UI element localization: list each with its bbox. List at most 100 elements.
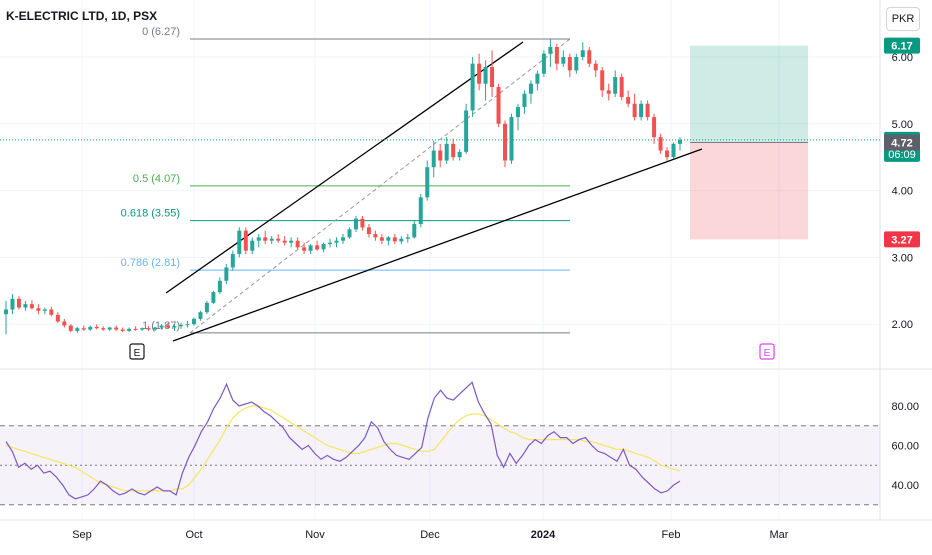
candle-body <box>347 229 352 238</box>
candle-body <box>29 304 34 309</box>
candle-body <box>334 240 339 243</box>
candle-body <box>379 237 384 241</box>
candle-body <box>665 150 670 158</box>
fib-trend-line <box>189 38 571 334</box>
earnings-marker-label: E <box>134 348 141 359</box>
x-tick-label: Oct <box>185 529 202 541</box>
candle-body <box>366 227 371 235</box>
candle-body <box>282 240 287 243</box>
candle-body <box>49 309 54 315</box>
candle-body <box>269 238 274 241</box>
earnings-marker[interactable] <box>129 343 145 360</box>
candle-body <box>276 238 281 241</box>
candle-body <box>315 245 320 250</box>
candle-body <box>587 50 592 64</box>
candle-body <box>302 247 307 251</box>
candle-body <box>412 224 417 238</box>
candle-body <box>431 150 436 168</box>
x-tick-label: 2024 <box>531 529 556 541</box>
candle-body <box>55 314 60 322</box>
candle-body <box>10 298 15 310</box>
candle-body <box>444 143 449 161</box>
candle-body <box>140 328 145 330</box>
candle-body <box>535 73 540 84</box>
price-axis-label-text: 4.72 <box>891 138 912 150</box>
upper-trendline[interactable] <box>165 41 524 294</box>
candle-body <box>101 328 106 330</box>
candle-body <box>483 67 488 84</box>
candle-body <box>224 267 229 281</box>
candle-body <box>652 117 657 138</box>
candle-body <box>133 328 138 330</box>
candle-body <box>522 93 527 108</box>
x-tick-label: Nov <box>305 529 325 541</box>
candle-body <box>405 237 410 239</box>
candle-body <box>243 230 248 251</box>
price-axis-label <box>884 134 920 151</box>
position-stop-zone[interactable] <box>690 142 808 240</box>
candle-body <box>639 103 644 118</box>
x-tick-label: Dec <box>420 529 440 541</box>
candle-body <box>289 240 294 243</box>
candle-body <box>321 244 326 250</box>
candle-body <box>36 308 41 311</box>
candle-body <box>256 237 261 241</box>
candle-body <box>250 240 255 251</box>
candle-body <box>81 328 86 330</box>
rsi-line <box>5 381 681 500</box>
candle-body <box>567 57 572 71</box>
candle-body <box>360 218 365 228</box>
candle-body <box>166 325 171 328</box>
candle-body <box>418 197 423 224</box>
position-target-zone[interactable] <box>690 45 808 143</box>
currency-button[interactable]: PKR <box>886 7 920 31</box>
price-tick-label: 6.00 <box>892 52 913 64</box>
candle-body <box>425 167 430 198</box>
earnings-marker-label: E <box>764 348 771 359</box>
price-tick-label: 2.00 <box>892 319 913 331</box>
x-tick-label: Feb <box>662 529 681 541</box>
candle-body <box>626 97 631 104</box>
candle-body <box>146 328 151 330</box>
earnings-marker[interactable] <box>759 343 775 360</box>
price-axis-label <box>884 231 920 248</box>
candle-body <box>198 312 203 319</box>
candle-body <box>353 218 358 230</box>
candle-body <box>464 110 469 152</box>
candle-body <box>600 70 605 91</box>
candle-body <box>4 309 8 315</box>
candle-body <box>392 237 397 242</box>
candle-body <box>204 302 209 313</box>
price-tick-label: 4.00 <box>892 186 913 198</box>
rsi-ma-line <box>5 405 681 492</box>
price-tick-label: 3.00 <box>892 252 913 264</box>
chart-title: K-ELECTRIC LTD, 1D, PSX <box>6 9 158 23</box>
fib-level-label: 0.5 (4.07) <box>133 173 180 185</box>
candle-body <box>217 280 222 293</box>
candle-body <box>658 137 663 151</box>
candle-body <box>237 230 242 255</box>
candle-body <box>645 103 650 118</box>
rsi-tick-label: 60.00 <box>891 441 919 453</box>
candle-body <box>341 237 345 241</box>
fib-level-label: 0.618 (3.55) <box>121 208 180 220</box>
lower-trendline[interactable] <box>172 148 703 342</box>
candle-body <box>438 150 443 161</box>
candle-body <box>580 50 585 57</box>
candle-body <box>593 63 598 71</box>
candle-body <box>308 245 313 251</box>
candle-body <box>75 328 80 331</box>
candle-body <box>399 238 404 242</box>
candle-body <box>42 309 47 311</box>
candle-body <box>114 327 119 330</box>
candle-body <box>470 63 475 111</box>
candle-body <box>509 117 514 161</box>
candle-body <box>16 298 21 308</box>
candle-body <box>451 143 456 158</box>
candle-body <box>678 139 682 144</box>
candle-body <box>554 46 559 64</box>
candle-body <box>503 123 508 161</box>
candle-body <box>528 83 533 94</box>
